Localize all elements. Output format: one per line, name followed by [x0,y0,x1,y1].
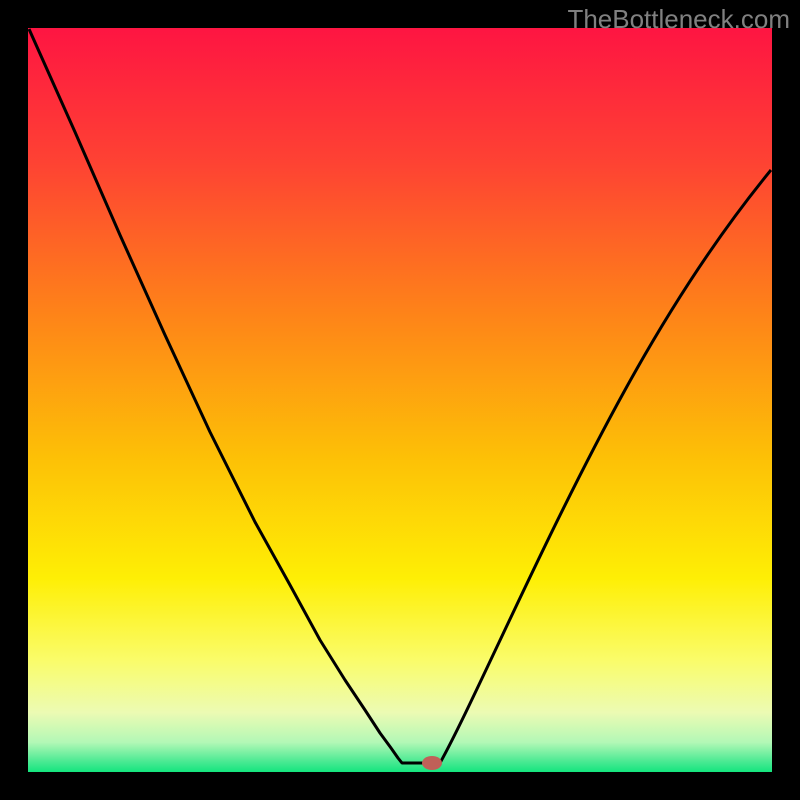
optimal-point-marker [422,756,442,770]
watermark-text: TheBottleneck.com [567,4,790,35]
chart-background [28,28,772,772]
bottleneck-chart [0,0,800,800]
